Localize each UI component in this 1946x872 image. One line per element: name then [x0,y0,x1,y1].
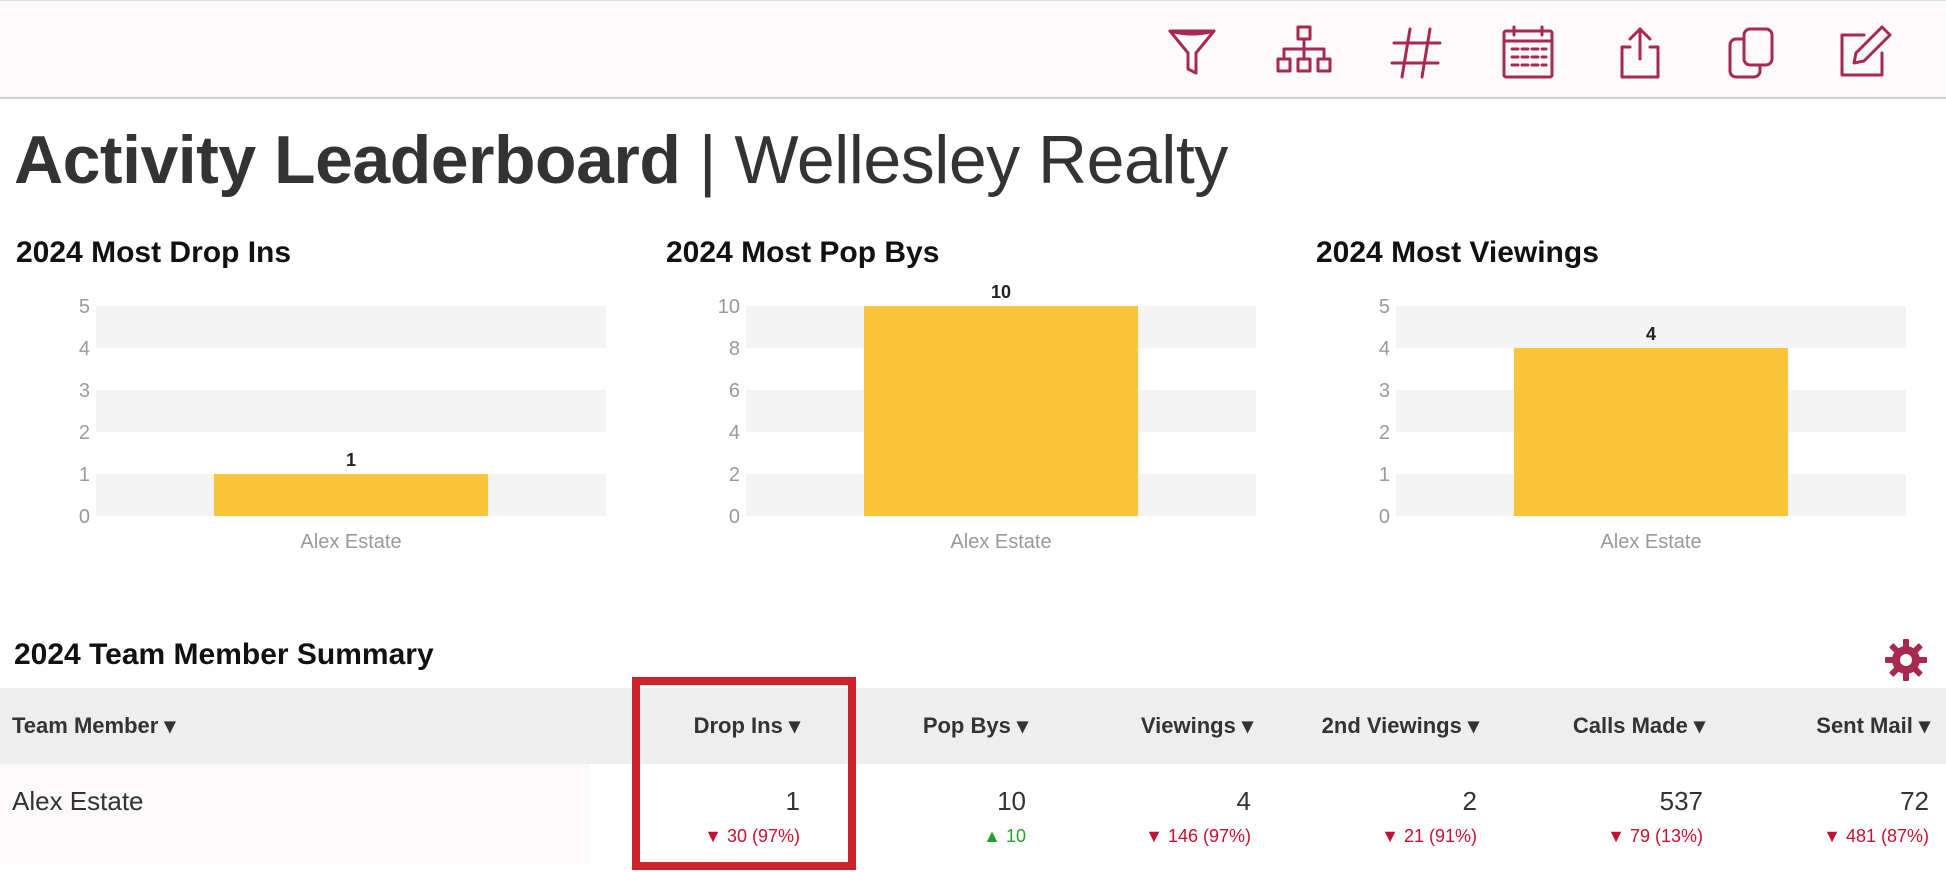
x-tick-label: Alex Estate [1600,531,1701,553]
delta-2nd-viewings: ▼ 21 (91%) [1381,826,1477,846]
column-header-sent-mail[interactable]: Sent Mail ▾ [1816,713,1930,738]
column-header-viewings[interactable]: Viewings ▾ [1140,713,1253,738]
y-tick-label: 3 [79,380,90,402]
data-label: 1 [346,450,356,470]
y-tick-label: 0 [79,506,90,528]
hashtag-icon[interactable] [1386,23,1446,83]
chart-title: 2024 Most Pop Bys [666,236,940,269]
column-header-team-member[interactable]: Team Member ▾ [12,713,176,738]
y-tick-label: 1 [1379,464,1390,486]
column-header-2nd-viewings[interactable]: 2nd Viewings ▾ [1321,713,1479,738]
grid-band [96,390,606,432]
y-tick-label: 5 [1379,296,1390,318]
y-tick-label: 2 [1379,422,1390,444]
y-tick-label: 0 [1379,506,1390,528]
delta-viewings: ▼ 146 (97%) [1145,826,1251,846]
summary-title: 2024 Team Member Summary [14,638,434,671]
team-member-name[interactable]: Alex Estate [12,786,144,816]
cell-viewings: 4 [1236,786,1251,816]
delta-calls-made: ▼ 79 (13%) [1607,826,1703,846]
chart-title: 2024 Most Viewings [1316,236,1599,269]
cell-calls-made: 537 [1659,786,1703,816]
y-tick-label: 4 [729,422,740,444]
x-tick-label: Alex Estate [950,531,1051,553]
y-tick-label: 4 [79,338,90,360]
column-header-calls-made[interactable]: Calls Made ▾ [1572,713,1705,738]
funnel-icon[interactable] [1162,23,1222,83]
cell-pop-bys: 10 [997,786,1026,816]
y-tick-label: 4 [1379,338,1390,360]
chart-drop-ins-svg: 0 1 2 3 4 5 1 Alex Estate [79,296,606,553]
y-tick-label: 6 [729,380,740,402]
edit-icon[interactable] [1834,23,1894,83]
y-tick-label: 3 [1379,380,1390,402]
y-tick-label: 2 [729,464,740,486]
y-tick-label: 2 [79,422,90,444]
cell-drop-ins: 1 [785,786,800,816]
bar [1514,348,1788,516]
y-tick-label: 8 [729,338,740,360]
y-tick-label: 0 [729,506,740,528]
column-header-pop-bys[interactable]: Pop Bys ▾ [922,713,1028,738]
data-label: 4 [1646,324,1656,344]
delta-sent-mail: ▼ 481 (87%) [1823,826,1929,846]
grid-band [96,306,606,348]
calendar-icon[interactable] [1498,23,1558,83]
data-label: 10 [991,282,1011,302]
title-separator: | [698,122,717,198]
organization-name: Wellesley Realty [734,122,1228,198]
chart-pop-bys-svg: 0 2 4 6 8 10 10 Alex Estate [718,282,1256,553]
table-header: Team Member ▾ Drop Ins ▾ Pop Bys ▾ Viewi… [0,688,1946,764]
cell-2nd-viewings: 2 [1462,786,1477,816]
table-row [0,764,590,864]
chart-viewings-svg: 0 1 2 3 4 5 4 Alex Estate [1379,296,1906,553]
gear-icon[interactable] [1884,638,1928,682]
bar [214,474,488,516]
column-header-drop-ins[interactable]: Drop Ins ▾ [693,713,800,738]
grid-band [1396,306,1906,348]
delta-drop-ins: ▼ 30 (97%) [704,826,800,846]
y-tick-label: 10 [718,296,740,318]
chart-pop-bys: 2024 Most Pop Bys 0 2 4 6 8 10 10 Alex Estate [664,236,1284,576]
y-tick-label: 1 [79,464,90,486]
chart-viewings: 2024 Most Viewings 0 1 2 3 4 5 4 Alex Estate [1314,236,1934,576]
copy-icon[interactable] [1722,23,1782,83]
org-chart-icon[interactable] [1274,23,1334,83]
share-icon[interactable] [1610,23,1670,83]
y-tick-label: 5 [79,296,90,318]
bar [864,306,1138,516]
chart-title: 2024 Most Drop Ins [16,236,292,269]
delta-pop-bys: ▲ 10 [983,826,1026,846]
page-title-main: Activity Leaderboard [14,122,681,198]
cell-sent-mail: 72 [1900,786,1929,816]
chart-drop-ins: 2024 Most Drop Ins 0 1 2 3 4 5 1 Alex Estate [14,236,634,576]
page-title: Activity Leaderboard | Wellesley Realty [14,120,1228,200]
x-tick-label: Alex Estate [300,531,401,553]
toolbar [0,0,1946,99]
